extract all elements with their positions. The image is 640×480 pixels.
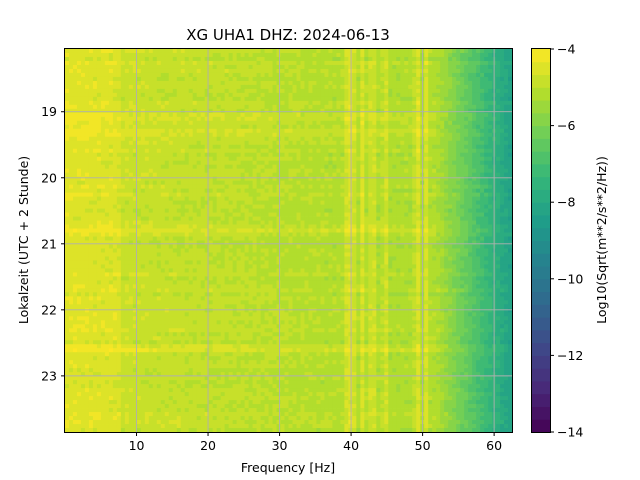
- x-axis-ticks: 10 20 30 40 50 60: [129, 432, 502, 453]
- plot-frame: [64, 48, 513, 433]
- colorbar-level: [532, 278, 550, 293]
- colorbar-level: [532, 176, 550, 190]
- colorbar-level: [532, 151, 550, 165]
- y-tick-label: 21: [41, 236, 57, 251]
- colorbar: [532, 49, 550, 433]
- colorbar-level: [532, 393, 550, 407]
- chart-title: XG UHA1 DHZ: 2024-06-13: [186, 26, 390, 44]
- colorbar-level: [532, 240, 550, 254]
- colorbar-level: [532, 61, 550, 76]
- y-axis-label: Lokalzeit (UTC + 2 Stunde): [16, 156, 31, 324]
- x-axis-label: Frequency [Hz]: [241, 460, 335, 475]
- colorbar-level: [532, 291, 550, 305]
- colorbar-level: [532, 49, 550, 63]
- colorbar-ticks: −4 −6 −8 −10 −12 −14: [550, 42, 583, 440]
- colorbar-tick-label: −4: [557, 42, 575, 57]
- colorbar-level: [532, 304, 550, 318]
- colorbar-level: [532, 138, 550, 152]
- x-tick-label: 10: [129, 438, 145, 453]
- colorbar-level: [532, 406, 550, 420]
- colorbar-tick-label: −8: [557, 195, 575, 210]
- colorbar-level: [532, 87, 550, 101]
- colorbar-level: [532, 227, 550, 241]
- x-tick-label: 40: [343, 438, 359, 453]
- y-tick-label: 19: [41, 104, 57, 119]
- colorbar-level: [532, 100, 550, 114]
- x-tick-label: 20: [200, 438, 216, 453]
- y-axis-ticks: 19 20 21 22 23: [41, 104, 65, 383]
- colorbar-level: [532, 112, 550, 127]
- colorbar-level: [532, 163, 550, 178]
- y-tick-label: 23: [41, 368, 57, 383]
- y-tick-label: 20: [41, 170, 57, 185]
- x-tick-label: 60: [486, 438, 502, 453]
- x-tick-label: 30: [272, 438, 288, 453]
- grid-lines: [65, 49, 512, 432]
- colorbar-label: Log10(Sqrt(m**2/s**2/Hz)): [594, 156, 609, 324]
- colorbar-frame: [531, 48, 551, 433]
- heatmap-cells: [65, 49, 513, 433]
- colorbar-level: [532, 317, 550, 331]
- colorbar-tick-label: −6: [557, 118, 575, 133]
- colorbar-tick-label: −14: [557, 425, 583, 440]
- x-tick-label: 50: [415, 438, 431, 453]
- colorbar-level: [532, 214, 550, 229]
- y-tick-label: 22: [41, 302, 57, 317]
- colorbar-level: [532, 355, 550, 369]
- colorbar-level: [532, 368, 550, 382]
- colorbar-level: [532, 202, 550, 216]
- colorbar-level: [532, 189, 550, 203]
- colorbar-level: [532, 253, 550, 267]
- colorbar-tick-label: −12: [557, 348, 583, 363]
- colorbar-level: [532, 419, 550, 433]
- colorbar-level: [532, 266, 550, 280]
- colorbar-level: [532, 125, 550, 139]
- colorbar-level: [532, 74, 550, 88]
- colorbar-tick-label: −10: [557, 271, 583, 286]
- colorbar-level: [532, 342, 550, 356]
- colorbar-level: [532, 380, 550, 395]
- colorbar-level: [532, 329, 550, 344]
